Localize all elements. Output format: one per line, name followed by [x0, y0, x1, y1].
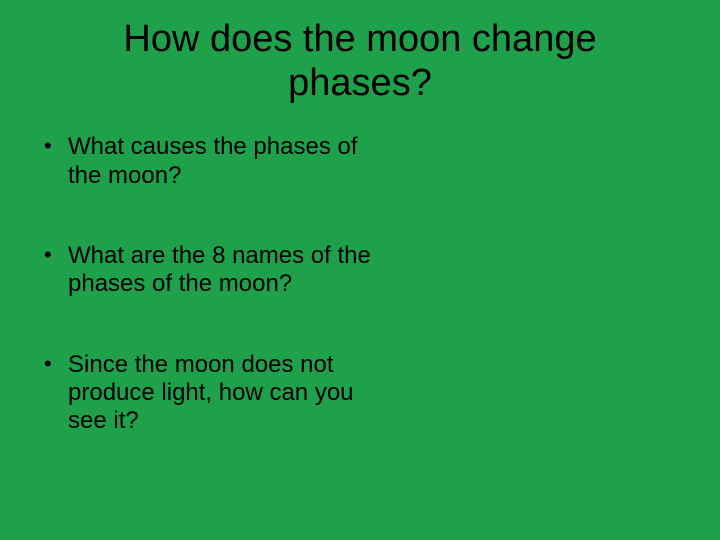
- bullet-text: What are the 8 names of the phases of th…: [68, 242, 371, 297]
- slide-title: How does the moon change phases?: [40, 18, 680, 105]
- list-item: What causes the phases of the moon?: [40, 133, 380, 190]
- bullet-text: What causes the phases of the moon?: [68, 133, 358, 188]
- list-item: Since the moon does not produce light, h…: [40, 351, 380, 436]
- slide-container: How does the moon change phases? What ca…: [0, 0, 720, 540]
- bullet-text: Since the moon does not produce light, h…: [68, 351, 354, 435]
- list-item: What are the 8 names of the phases of th…: [40, 242, 380, 299]
- bullet-list: What causes the phases of the moon? What…: [40, 133, 380, 435]
